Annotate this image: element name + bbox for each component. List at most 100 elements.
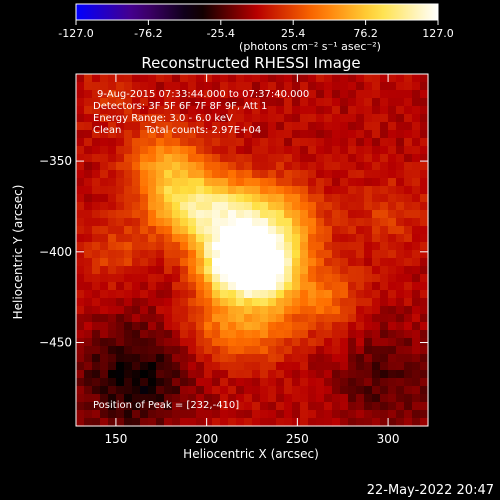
heatmap-cell — [412, 74, 421, 83]
heatmap-cell — [124, 194, 133, 203]
heatmap-cell — [276, 410, 285, 419]
heatmap-cell — [220, 258, 229, 267]
heatmap-cell — [292, 194, 301, 203]
heatmap-cell — [124, 378, 133, 387]
heatmap-cell — [356, 138, 365, 147]
heatmap-cell — [236, 370, 245, 379]
heatmap-cell — [84, 354, 93, 363]
heatmap-cell — [124, 410, 133, 419]
heatmap-cell — [212, 146, 221, 155]
heatmap-cell — [420, 106, 429, 115]
heatmap-cell — [204, 290, 213, 299]
heatmap-cell — [84, 162, 93, 171]
heatmap-cell — [396, 170, 405, 179]
heatmap-cell — [308, 330, 317, 339]
colorbar-unit-label: (photons cm⁻² s⁻¹ asec⁻²) — [239, 40, 381, 53]
heatmap-cell — [300, 250, 309, 259]
heatmap-cell — [396, 386, 405, 395]
heatmap-cell — [260, 234, 269, 243]
heatmap-cell — [236, 402, 245, 411]
heatmap-cell — [204, 378, 213, 387]
heatmap-cell — [260, 330, 269, 339]
heatmap-cell — [164, 354, 173, 363]
heatmap-cell — [276, 146, 285, 155]
heatmap-cell — [300, 218, 309, 227]
heatmap-cell — [76, 74, 85, 83]
heatmap-cell — [76, 226, 85, 235]
heatmap-cell — [260, 298, 269, 307]
heatmap-cell — [140, 130, 149, 139]
colorbar-tick-label: 76.2 — [353, 27, 378, 40]
heatmap-cell — [412, 210, 421, 219]
heatmap-cell — [316, 402, 325, 411]
heatmap-cell — [300, 266, 309, 275]
heatmap-cell — [308, 370, 317, 379]
heatmap-cell — [292, 130, 301, 139]
heatmap-cell — [316, 258, 325, 267]
heatmap-cell — [284, 274, 293, 283]
heatmap-cell — [164, 170, 173, 179]
heatmap-cell — [244, 354, 253, 363]
heatmap-cell — [316, 338, 325, 347]
heatmap-cell — [252, 178, 261, 187]
heatmap-cell — [356, 186, 365, 195]
heatmap-cell — [164, 146, 173, 155]
heatmap-cell — [244, 378, 253, 387]
heatmap-cell — [356, 154, 365, 163]
heatmap-cell — [108, 274, 117, 283]
heatmap-cell — [236, 330, 245, 339]
heatmap-cell — [236, 122, 245, 131]
heatmap-cell — [396, 370, 405, 379]
heatmap-cell — [388, 274, 397, 283]
heatmap-cell — [356, 418, 365, 427]
heatmap-cell — [164, 122, 173, 131]
heatmap-cell — [172, 146, 181, 155]
heatmap-cell — [348, 258, 357, 267]
heatmap-cell — [188, 90, 197, 99]
heatmap-cell — [332, 98, 341, 107]
heatmap-cell — [252, 266, 261, 275]
heatmap-cell — [180, 122, 189, 131]
heatmap-cell — [268, 274, 277, 283]
heatmap-cell — [244, 186, 253, 195]
heatmap-cell — [156, 218, 165, 227]
heatmap-cell — [196, 234, 205, 243]
heatmap-cell — [308, 74, 317, 83]
heatmap-cell — [268, 186, 277, 195]
heatmap-cell — [204, 74, 213, 83]
heatmap-cell — [196, 282, 205, 291]
heatmap-cell — [220, 170, 229, 179]
heatmap-cell — [380, 138, 389, 147]
heatmap-cell — [188, 154, 197, 163]
heatmap-cell — [404, 314, 413, 323]
heatmap-cell — [364, 410, 373, 419]
heatmap-cell — [412, 410, 421, 419]
heatmap-cell — [92, 250, 101, 259]
heatmap-cell — [300, 98, 309, 107]
heatmap-cell — [300, 410, 309, 419]
heatmap-cell — [332, 250, 341, 259]
heatmap-cell — [180, 306, 189, 315]
heatmap-cell — [156, 114, 165, 123]
heatmap-cell — [220, 346, 229, 355]
heatmap-cell — [356, 354, 365, 363]
heatmap-cell — [276, 106, 285, 115]
heatmap-cell — [380, 418, 389, 427]
heatmap-cell — [292, 114, 301, 123]
heatmap-cell — [404, 130, 413, 139]
heatmap-cell — [348, 186, 357, 195]
heatmap-cell — [92, 242, 101, 251]
heatmap-cell — [204, 354, 213, 363]
heatmap-cell — [332, 394, 341, 403]
heatmap-cell — [156, 178, 165, 187]
heatmap-cell — [180, 394, 189, 403]
heatmap-cell — [92, 98, 101, 107]
heatmap-cell — [268, 106, 277, 115]
colorbar-tick-label: -25.4 — [207, 27, 235, 40]
heatmap-cell — [396, 314, 405, 323]
heatmap-cell — [420, 306, 429, 315]
heatmap-cell — [92, 234, 101, 243]
heatmap-cell — [172, 306, 181, 315]
heatmap-cell — [340, 362, 349, 371]
heatmap-cell — [108, 82, 117, 91]
